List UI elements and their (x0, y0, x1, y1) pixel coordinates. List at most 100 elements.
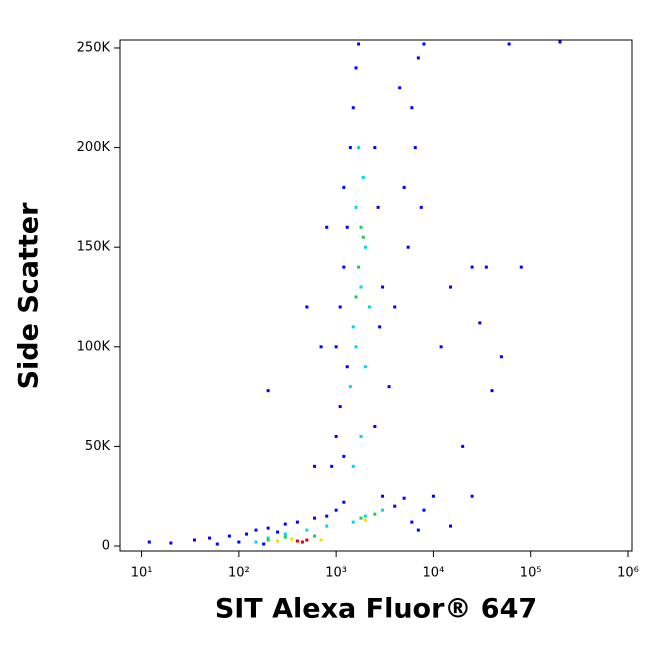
point (449, 285, 453, 289)
point (319, 538, 323, 542)
point (300, 540, 304, 544)
point (334, 508, 338, 512)
x-tick-label: 10¹ (131, 566, 153, 581)
x-axis-label: SIT Alexa Fluor® 647 (215, 594, 537, 625)
point (351, 325, 355, 329)
point (381, 494, 385, 498)
point (558, 40, 562, 44)
point (283, 535, 287, 539)
point (354, 345, 358, 349)
point (402, 185, 406, 189)
point (361, 235, 365, 239)
point (338, 405, 342, 409)
x-tick-label: 10² (228, 566, 250, 581)
point (266, 526, 270, 530)
point (398, 86, 402, 90)
point (290, 537, 294, 541)
point (373, 512, 377, 516)
point (402, 496, 406, 500)
point (387, 385, 391, 389)
point (169, 541, 173, 545)
point (461, 444, 465, 448)
point (519, 265, 523, 269)
point (422, 42, 426, 46)
point (266, 538, 270, 542)
point (325, 524, 329, 528)
point (147, 540, 151, 544)
point (342, 265, 346, 269)
point (354, 295, 358, 299)
point (295, 520, 299, 524)
point (305, 538, 309, 542)
point (342, 454, 346, 458)
point (363, 514, 367, 518)
point (354, 66, 358, 70)
y-tick-label: 200K (77, 140, 111, 155)
y-axis-label: Side Scatter (14, 202, 45, 390)
point (305, 528, 309, 532)
point (363, 365, 367, 369)
point (363, 245, 367, 249)
point (484, 265, 488, 269)
point (410, 106, 414, 110)
point (363, 518, 367, 522)
point (351, 520, 355, 524)
point (419, 205, 423, 209)
point (313, 516, 317, 520)
point (348, 385, 352, 389)
point (499, 355, 503, 359)
point (345, 225, 349, 229)
point (276, 539, 280, 543)
point (338, 305, 342, 309)
point (367, 305, 371, 309)
y-tick-label: 150K (77, 240, 111, 255)
point (422, 508, 426, 512)
point (357, 146, 361, 150)
point (376, 205, 380, 209)
point (330, 464, 334, 468)
point (254, 528, 258, 532)
point (215, 542, 219, 546)
point (334, 345, 338, 349)
point (276, 530, 280, 534)
point (313, 534, 317, 538)
point (507, 42, 511, 46)
point (351, 106, 355, 110)
point (478, 321, 482, 325)
y-tick-label: 0 (102, 539, 110, 554)
point (393, 504, 397, 508)
point (342, 185, 346, 189)
point (325, 225, 329, 229)
plot-frame (119, 39, 633, 552)
x-tick-label: 10⁶ (617, 566, 639, 581)
point (262, 542, 266, 546)
point (410, 520, 414, 524)
point (373, 424, 377, 428)
x-tick-label: 10⁵ (520, 566, 542, 581)
point (237, 540, 241, 544)
point (381, 285, 385, 289)
point (406, 245, 410, 249)
point (305, 305, 309, 309)
point (470, 494, 474, 498)
y-tick-label: 100K (77, 339, 111, 354)
point (227, 534, 231, 538)
point (416, 528, 420, 532)
point (361, 175, 365, 179)
point (266, 536, 270, 540)
point (266, 389, 270, 393)
point (490, 389, 494, 393)
point (359, 516, 363, 520)
point (359, 285, 363, 289)
point (351, 464, 355, 468)
point (357, 265, 361, 269)
point (325, 514, 329, 518)
point (439, 345, 443, 349)
point (378, 325, 382, 329)
point (357, 42, 361, 46)
point (283, 522, 287, 526)
y-tick-label: 250K (77, 40, 111, 55)
point (449, 524, 453, 528)
point (208, 536, 212, 540)
